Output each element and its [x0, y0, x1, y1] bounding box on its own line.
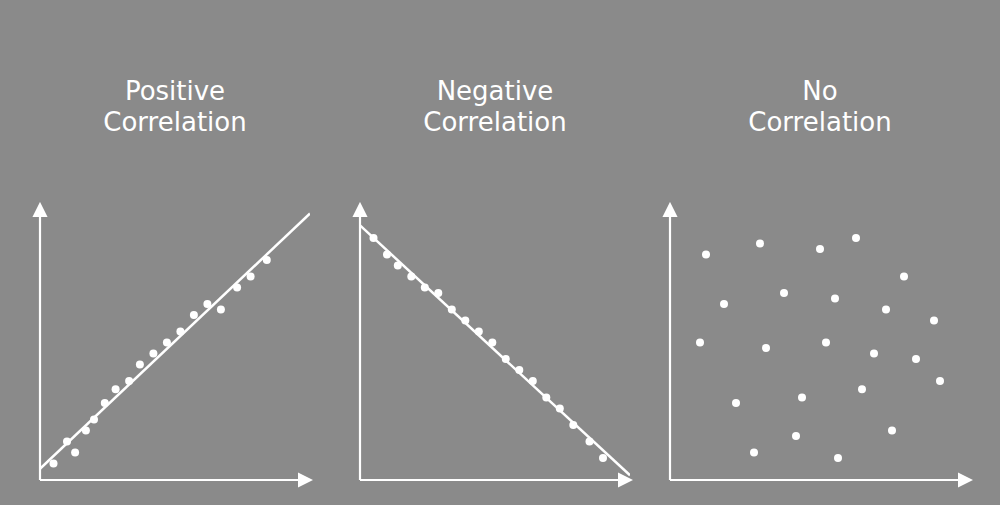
y-axis	[359, 205, 361, 480]
point	[732, 399, 740, 407]
title: NegativeCorrelation	[423, 76, 566, 137]
point	[798, 394, 806, 402]
point	[696, 339, 704, 347]
point	[831, 295, 839, 303]
point	[762, 344, 770, 352]
y-axis	[39, 205, 41, 480]
panel: NegativeCorrelation	[360, 76, 630, 480]
point	[858, 385, 866, 393]
point	[870, 350, 878, 358]
point	[852, 234, 860, 242]
title: NoCorrelation	[748, 76, 891, 137]
panel: NoCorrelation	[670, 76, 970, 480]
point	[834, 454, 842, 462]
point	[702, 251, 710, 259]
point	[71, 449, 79, 457]
point	[888, 427, 896, 435]
point	[720, 300, 728, 308]
point	[136, 361, 144, 369]
point	[822, 339, 830, 347]
trend-line	[40, 214, 310, 469]
trend-line	[360, 225, 630, 475]
point	[112, 385, 120, 393]
plot-area	[696, 234, 944, 462]
point	[756, 240, 764, 248]
y-axis	[669, 205, 671, 480]
point	[882, 306, 890, 314]
point	[816, 245, 824, 253]
x-axis	[40, 479, 310, 481]
title: PositiveCorrelation	[103, 76, 246, 137]
point	[217, 306, 225, 314]
point	[930, 317, 938, 325]
point	[792, 432, 800, 440]
point	[780, 289, 788, 297]
point	[936, 377, 944, 385]
point	[599, 454, 607, 462]
point	[149, 350, 157, 358]
point	[912, 355, 920, 363]
panel: PositiveCorrelation	[40, 76, 310, 480]
point	[900, 273, 908, 281]
plot-area	[360, 225, 630, 475]
point	[750, 449, 758, 457]
x-axis	[670, 479, 970, 481]
figure: PositiveCorrelation NegativeCorrelation No…	[0, 0, 1000, 505]
point	[190, 311, 198, 319]
point	[50, 460, 58, 468]
x-axis	[360, 479, 630, 481]
plot-area	[40, 214, 310, 469]
